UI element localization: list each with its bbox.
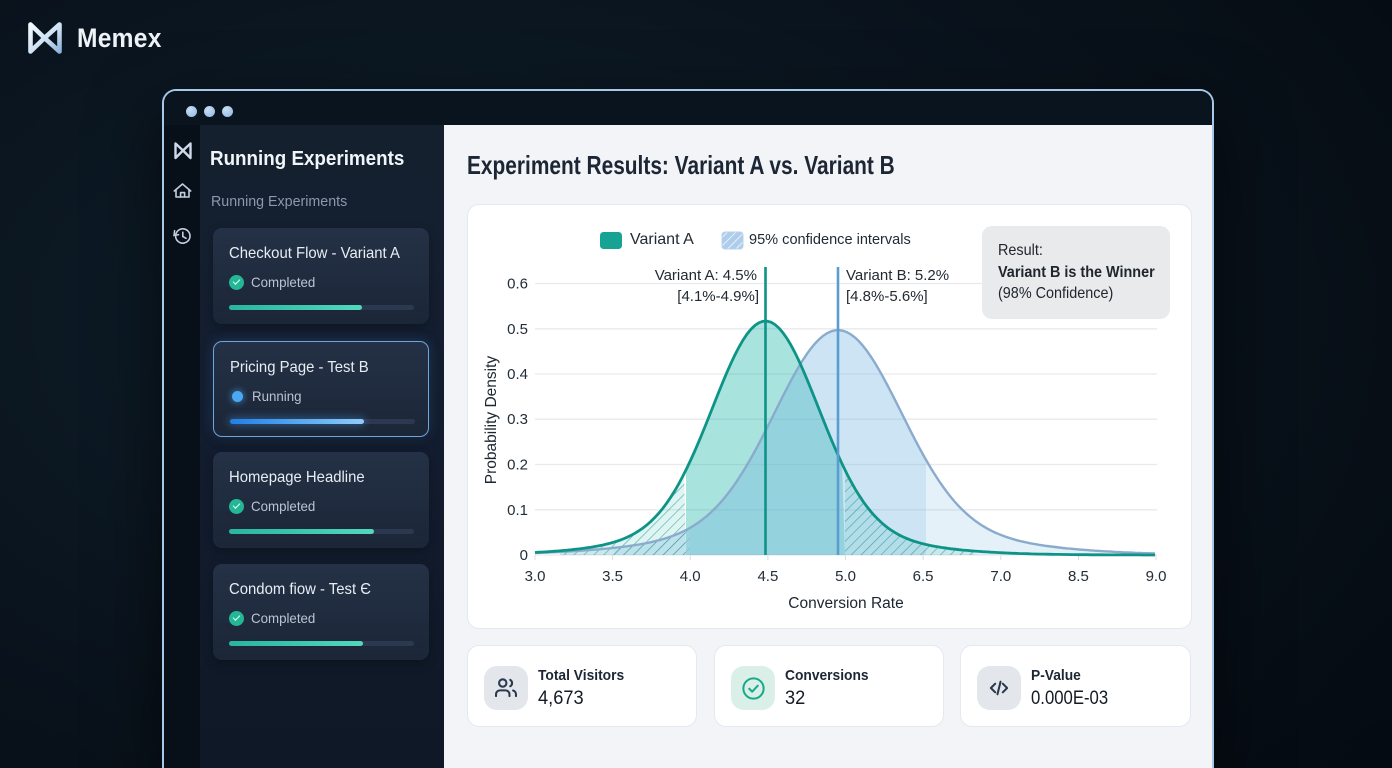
svg-text:Variant A: 4.5%: Variant A: 4.5%	[655, 267, 757, 284]
svg-text:0.4: 0.4	[507, 366, 528, 383]
svg-text:8.5: 8.5	[1068, 568, 1089, 585]
svg-text:0.6: 0.6	[507, 276, 528, 293]
svg-text:Conversion Rate: Conversion Rate	[788, 595, 903, 612]
svg-text:[4.8%-5.6%]: [4.8%-5.6%]	[846, 288, 928, 305]
svg-text:3.5: 3.5	[602, 568, 623, 585]
svg-text:7.0: 7.0	[990, 568, 1011, 585]
svg-text:0: 0	[520, 547, 528, 564]
svg-text:9.0: 9.0	[1146, 568, 1167, 585]
svg-text:4.0: 4.0	[680, 568, 701, 585]
svg-text:0.2: 0.2	[507, 457, 528, 474]
svg-text:Variant B: 5.2%: Variant B: 5.2%	[846, 267, 949, 284]
svg-text:[4.1%-4.9%]: [4.1%-4.9%]	[677, 288, 759, 305]
svg-text:4.5: 4.5	[757, 568, 778, 585]
svg-text:0.1: 0.1	[507, 502, 528, 519]
svg-text:3.0: 3.0	[525, 568, 546, 585]
svg-text:0.3: 0.3	[507, 411, 528, 428]
svg-text:0.5: 0.5	[507, 321, 528, 338]
svg-text:5.0: 5.0	[835, 568, 856, 585]
svg-text:Probability Density: Probability Density	[483, 356, 500, 485]
svg-text:6.5: 6.5	[913, 568, 934, 585]
